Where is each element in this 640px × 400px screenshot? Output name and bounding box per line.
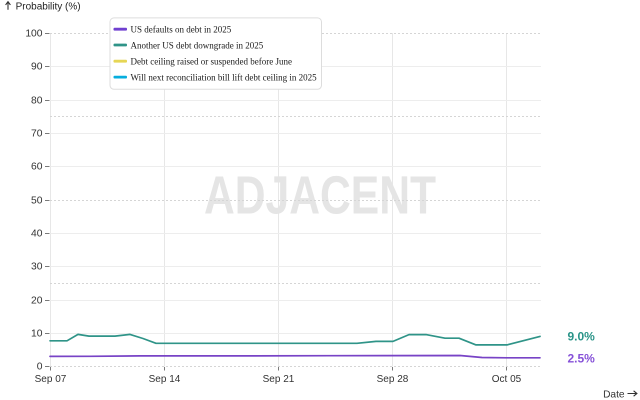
svg-text:100: 100 bbox=[25, 29, 42, 40]
svg-text:20: 20 bbox=[31, 296, 43, 307]
svg-text:80: 80 bbox=[31, 96, 43, 107]
svg-text:Sep 14: Sep 14 bbox=[149, 374, 181, 385]
svg-text:0: 0 bbox=[37, 362, 43, 373]
svg-text:Oct 05: Oct 05 bbox=[492, 374, 522, 385]
svg-text:30: 30 bbox=[31, 262, 43, 273]
svg-text:Will next reconciliation bill: Will next reconciliation bill lift debt … bbox=[131, 72, 318, 82]
svg-text:90: 90 bbox=[31, 62, 43, 73]
svg-text:Date: Date bbox=[603, 389, 625, 400]
svg-text:40: 40 bbox=[31, 229, 43, 240]
svg-text:10: 10 bbox=[31, 329, 43, 340]
svg-text:Probability (%): Probability (%) bbox=[16, 1, 81, 12]
svg-text:Sep 07: Sep 07 bbox=[35, 374, 67, 385]
svg-text:60: 60 bbox=[31, 162, 43, 173]
svg-text:Sep 21: Sep 21 bbox=[263, 374, 295, 385]
svg-text:9.0%: 9.0% bbox=[568, 330, 596, 344]
svg-text:Another US debt downgrade in 2: Another US debt downgrade in 2025 bbox=[131, 40, 264, 50]
svg-text:Sep 28: Sep 28 bbox=[377, 374, 409, 385]
svg-text:US defaults on debt in 2025: US defaults on debt in 2025 bbox=[131, 25, 232, 35]
svg-text:70: 70 bbox=[31, 129, 43, 140]
svg-text:50: 50 bbox=[31, 196, 43, 207]
svg-text:ADJACENT: ADJACENT bbox=[204, 166, 436, 226]
svg-text:2.5%: 2.5% bbox=[568, 352, 596, 366]
svg-text:Debt ceiling raised or suspend: Debt ceiling raised or suspended before … bbox=[131, 57, 292, 67]
